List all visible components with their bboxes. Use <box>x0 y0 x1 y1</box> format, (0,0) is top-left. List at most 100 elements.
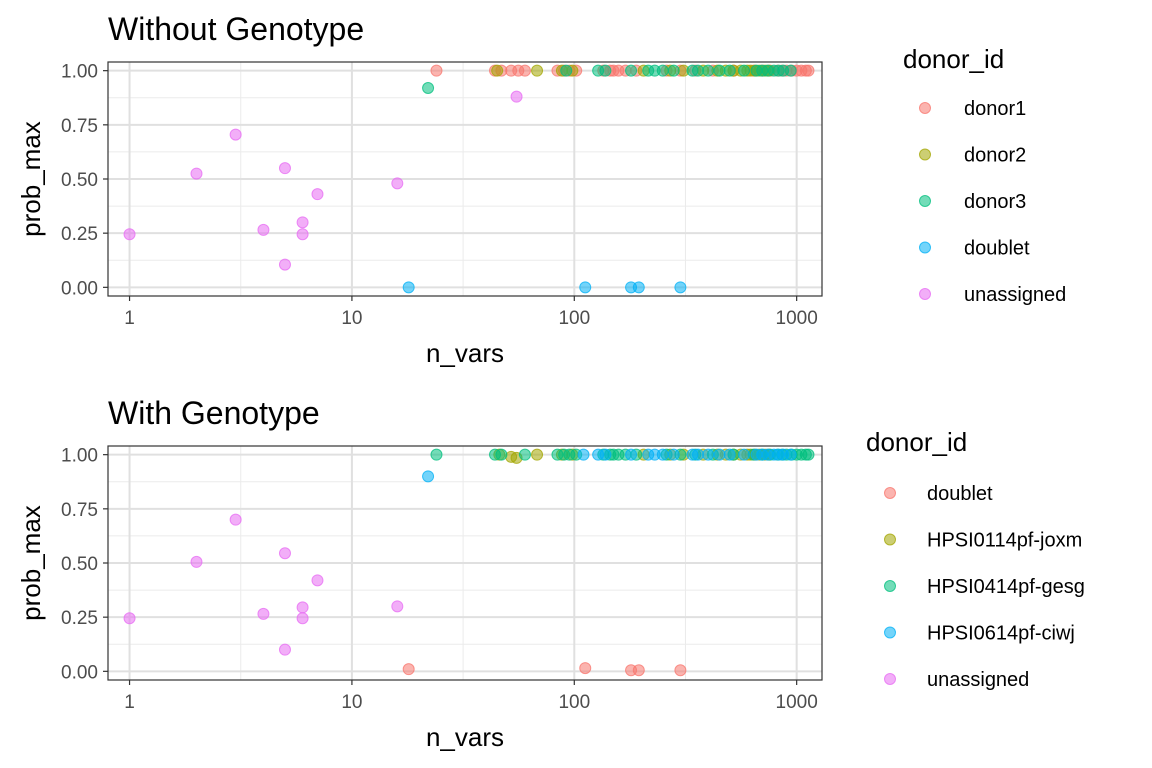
point-doublet <box>632 664 645 677</box>
y-tick-label: 0.00 <box>61 662 98 683</box>
point-unassigned <box>229 128 242 141</box>
point-hpsi0614pf-ciwj <box>577 448 590 461</box>
point-unassigned <box>278 547 291 560</box>
point-doublet <box>674 664 687 677</box>
point-donor3 <box>599 64 612 77</box>
x-tick-label: 10 <box>341 692 362 713</box>
point-hpsi0614pf-ciwj <box>599 448 612 461</box>
legend-label: HPSI0614pf-ciwj <box>927 623 1075 645</box>
legend-item-hpsi0114pf-joxm: HPSI0114pf-joxm <box>884 530 1082 552</box>
point-doublet <box>579 281 592 294</box>
point-donor3 <box>656 64 669 77</box>
y-tick-label: 0.25 <box>61 608 98 629</box>
point-hpsi0614pf-ciwj <box>784 448 797 461</box>
point-unassigned <box>278 258 291 271</box>
point-hpsi0614pf-ciwj <box>691 448 704 461</box>
x-axis-label: n_vars <box>426 722 504 752</box>
point-donor3 <box>738 64 751 77</box>
legend-key <box>919 241 931 254</box>
y-tick-label: 0.50 <box>61 170 98 191</box>
point-unassigned <box>229 513 242 526</box>
x-tick-label: 1000 <box>776 308 818 329</box>
x-tick-label: 1 <box>124 692 135 713</box>
point-hpsi0614pf-ciwj <box>656 448 669 461</box>
point-hpsi0614pf-ciwj <box>422 470 435 483</box>
point-unassigned <box>123 612 136 625</box>
point-unassigned <box>278 162 291 175</box>
point-hpsi0614pf-ciwj <box>713 448 726 461</box>
legend-item-doublet: doublet <box>919 238 1030 260</box>
point-doublet <box>402 663 415 676</box>
point-donor3 <box>560 64 573 77</box>
legend-key <box>919 148 931 161</box>
point-unassigned <box>296 216 309 229</box>
point-unassigned <box>311 188 324 201</box>
legend-key <box>884 487 896 499</box>
legend-key <box>884 580 896 592</box>
legend-key <box>884 533 896 546</box>
x-tick-label: 10 <box>341 308 362 329</box>
legend-item-unassigned: unassigned <box>919 284 1066 306</box>
y-tick-label: 0.00 <box>61 278 98 299</box>
chart-title: With Genotype <box>108 395 320 431</box>
x-tick-label: 1000 <box>776 692 818 713</box>
legend-item-hpsi0614pf-ciwj: HPSI0614pf-ciwj <box>884 623 1075 645</box>
point-hpsi0414pf-gesg <box>495 448 508 461</box>
legend-title: donor_id <box>866 427 967 457</box>
legend-label: unassigned <box>964 284 1066 306</box>
point-hpsi0614pf-ciwj <box>625 448 638 461</box>
legend-item-donor2: donor2 <box>919 145 1026 167</box>
y-tick-label: 0.50 <box>61 554 98 575</box>
point-donor1 <box>430 64 443 77</box>
point-unassigned <box>311 574 324 587</box>
point-unassigned <box>278 643 291 656</box>
point-donor1 <box>802 64 815 77</box>
point-donor3 <box>713 64 726 77</box>
point-unassigned <box>123 228 136 241</box>
point-hpsi0614pf-ciwj <box>667 448 680 461</box>
point-hpsi0414pf-gesg <box>430 448 443 461</box>
point-donor3 <box>422 82 435 94</box>
point-unassigned <box>296 601 309 614</box>
grid-lines <box>108 62 822 296</box>
legend-key <box>919 195 931 207</box>
point-donor3 <box>723 64 736 77</box>
point-donor2 <box>531 64 544 77</box>
y-tick-label: 1.00 <box>61 62 98 83</box>
point-donor2 <box>491 64 504 77</box>
point-donor1 <box>518 64 531 77</box>
legend-label: doublet <box>927 483 993 505</box>
point-hpsi0414pf-gesg <box>518 448 531 461</box>
chart-panel-without-genotype: Without Genotype 0.00 0.25 0.50 0.75 1.00 1 10… <box>16 11 1066 368</box>
point-hpsi0614pf-ciwj <box>702 448 715 461</box>
legend: donor_id doublet HPSI0114pf-joxm HPSI0414p… <box>866 427 1085 691</box>
legend-label: donor1 <box>964 98 1026 120</box>
x-tick-label: 100 <box>558 308 590 329</box>
point-hpsi0614pf-ciwj <box>723 448 736 461</box>
y-tick-label: 0.75 <box>61 116 98 137</box>
point-doublet <box>632 281 645 294</box>
x-tick-label: 1 <box>124 308 135 329</box>
y-tick-label: 1.00 <box>61 446 98 467</box>
point-hpsi0114pf-joxm <box>531 448 544 461</box>
legend-label: donor2 <box>964 145 1026 167</box>
chart-panel-with-genotype: With Genotype 0.00 0.25 0.50 0.75 1.00 1 10 100… <box>16 395 1085 752</box>
point-hpsi0614pf-ciwj <box>738 448 751 461</box>
point-unassigned <box>510 90 523 103</box>
point-unassigned <box>296 612 309 625</box>
y-tick-label: 0.25 <box>61 224 98 245</box>
legend-item-donor3: donor3 <box>919 191 1026 213</box>
point-donor3 <box>625 64 638 77</box>
legend-label: unassigned <box>927 669 1029 691</box>
point-doublet <box>579 662 592 675</box>
point-doublet <box>674 281 687 294</box>
legend-item-hpsi0414pf-gesg: HPSI0414pf-gesg <box>884 576 1085 598</box>
point-hpsi0414pf-gesg <box>802 448 815 461</box>
legend-label: doublet <box>964 238 1030 260</box>
legend-label: HPSI0414pf-gesg <box>927 576 1085 598</box>
data-points <box>123 64 815 294</box>
y-axis-label: prob_max <box>16 505 46 621</box>
legend-key <box>884 626 896 639</box>
point-unassigned <box>190 555 203 568</box>
